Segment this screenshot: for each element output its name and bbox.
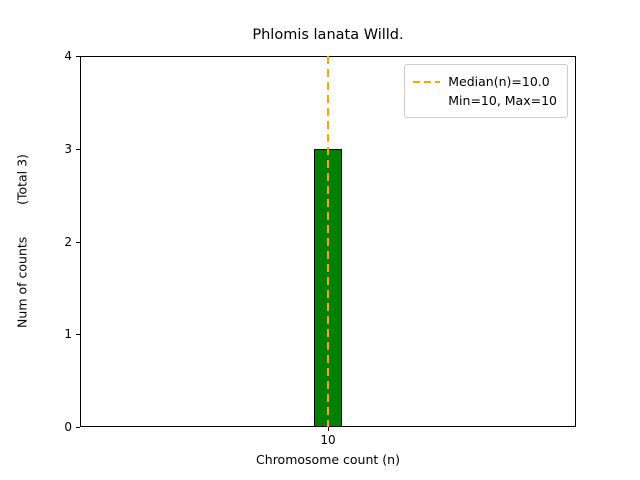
legend-label-minmax: Min=10, Max=10 [448, 93, 557, 108]
y-tick-mark [76, 56, 80, 57]
x-tick-label: 10 [320, 433, 336, 447]
y-tick-mark [76, 148, 80, 150]
y-tick-mark [76, 241, 80, 243]
legend-sample-spacer [413, 100, 440, 102]
y-tick-label: 4 [64, 49, 72, 63]
legend: Median(n)=10.0 Min=10, Max=10 [404, 64, 568, 118]
y-tick-label: 0 [64, 420, 72, 434]
y-tick-label: 1 [64, 327, 72, 342]
median-dashed-line-sample [413, 80, 441, 83]
median-line [327, 56, 329, 427]
legend-label-median: Median(n)=10.0 [448, 74, 550, 89]
y-tick-label: 2 [64, 234, 72, 249]
chart-title: Phlomis lanata Willd. [252, 27, 404, 43]
y-axis-label: Num of counts (Total 3) [14, 154, 30, 328]
y-tick-label: 3 [64, 141, 72, 156]
y-tick-mark [76, 334, 80, 336]
y-tick-mark [76, 427, 80, 428]
legend-entry-minmax: Min=10, Max=10 [413, 91, 557, 110]
x-axis-label: Chromosome count (n) [256, 452, 400, 467]
x-tick-mark [328, 427, 329, 431]
legend-entry-median: Median(n)=10.0 [413, 72, 557, 91]
